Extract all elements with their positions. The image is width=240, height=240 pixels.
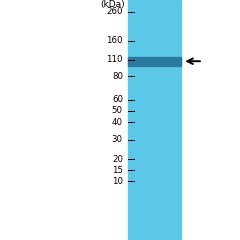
Text: 160: 160 bbox=[106, 36, 123, 45]
Text: 40: 40 bbox=[112, 118, 123, 127]
Text: 50: 50 bbox=[112, 106, 123, 115]
Text: 10: 10 bbox=[112, 177, 123, 186]
Bar bbox=[128, 0, 181, 240]
Text: 15: 15 bbox=[112, 166, 123, 175]
Text: 30: 30 bbox=[112, 135, 123, 144]
Text: 20: 20 bbox=[112, 155, 123, 164]
Text: 110: 110 bbox=[106, 55, 123, 64]
Text: (kDa): (kDa) bbox=[101, 0, 125, 9]
Text: 80: 80 bbox=[112, 72, 123, 81]
Text: 60: 60 bbox=[112, 95, 123, 104]
Text: 260: 260 bbox=[106, 7, 123, 16]
Bar bbox=[128, 57, 181, 66]
